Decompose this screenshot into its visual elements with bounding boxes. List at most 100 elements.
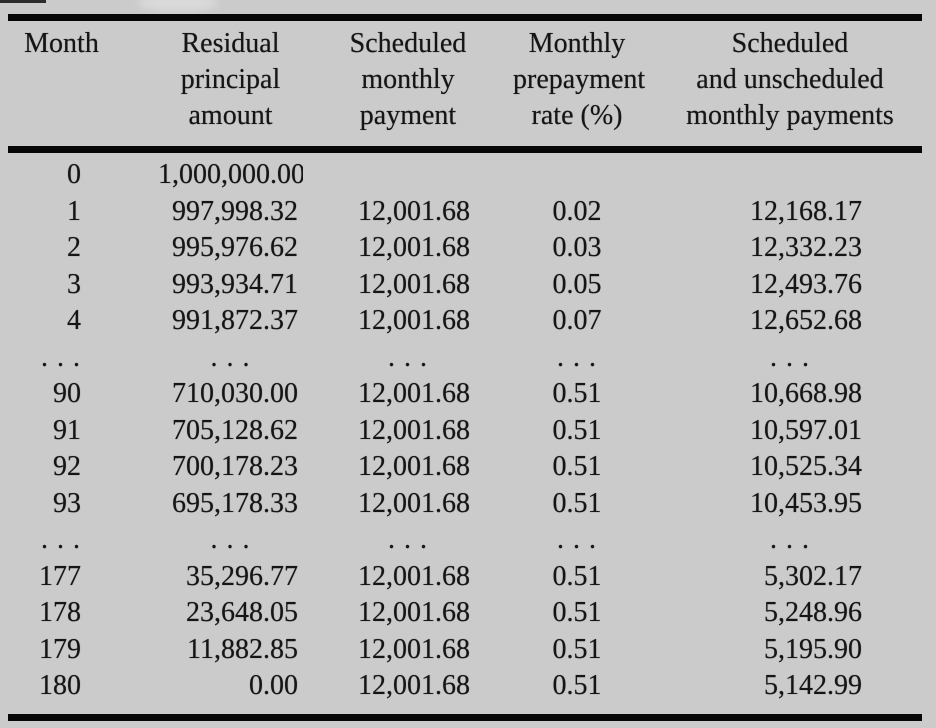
ellipsis-cell: . . .: [770, 524, 810, 556]
table-cell: 700,178.23: [172, 451, 298, 483]
table-cell: 0.03: [552, 232, 602, 264]
ellipsis-cell: . . .: [41, 524, 81, 556]
table-cell: 12,652.68: [750, 305, 862, 337]
table-header: Month Residual principal amount Schedule…: [8, 21, 922, 153]
table-row: 0 1,000,000.00: [8, 153, 922, 194]
table-cell: 0.51: [552, 451, 602, 483]
table-cell: 12,001.68: [358, 451, 470, 483]
table-cell: 5,302.17: [764, 560, 862, 592]
table-cell: 10,597.01: [750, 414, 862, 446]
column-header-scheduled-monthly-payment: Scheduled monthly payment: [349, 28, 467, 131]
table-row: 179 11,882.85 12,001.68 0.51 5,195.90: [8, 632, 922, 669]
table-cell: 695,178.33: [172, 487, 298, 519]
table-cell: 2: [67, 232, 81, 264]
scan-smudge-artifact: [138, 0, 218, 12]
table-row: 1 997,998.32 12,001.68 0.02 12,168.17: [8, 194, 922, 231]
table-cell: 12,001.68: [358, 487, 470, 519]
table-cell: 180: [39, 670, 81, 702]
ellipsis-cell: . . .: [388, 524, 428, 556]
ellipsis-cell: . . .: [210, 524, 251, 556]
table-cell: 12,332.23: [750, 232, 862, 264]
table-cell: 10,525.34: [750, 451, 862, 483]
column-header-residual-principal-amount: Residual principal amount: [180, 28, 281, 131]
table-cell: 11,882.85: [187, 633, 298, 665]
table-cell: 0.51: [552, 378, 602, 410]
ellipsis-cell: . . .: [557, 524, 597, 556]
ellipsis-cell: . . .: [388, 341, 428, 373]
table-row: 91 705,128.62 12,001.68 0.51 10,597.01: [8, 413, 922, 450]
table-cell: 705,128.62: [172, 414, 298, 446]
table-cell: 177: [39, 560, 81, 592]
table-cell: 178: [39, 597, 81, 629]
table-cell: [513, 153, 641, 194]
table-cell: 991,872.37: [172, 305, 298, 337]
table-cell: 0.51: [552, 633, 602, 665]
table-row: . . . . . . . . . . . . . . .: [8, 522, 922, 559]
table-cell: 12,001.68: [358, 560, 470, 592]
ellipsis-cell: . . .: [41, 341, 81, 373]
table-row: 177 35,296.77 12,001.68 0.51 5,302.17: [8, 559, 922, 596]
table-cell: 995,976.62: [172, 232, 298, 264]
column-header-monthly-prepayment-rate: Monthly prepayment rate (%): [513, 28, 646, 131]
amortization-table: Month Residual principal amount Schedule…: [8, 21, 922, 705]
table-cell: 12,001.68: [358, 232, 470, 264]
table-cell: 0.00: [249, 670, 298, 702]
table-cell: 997,998.32: [172, 195, 298, 227]
column-header-scheduled-and-unscheduled-monthly-payments: Scheduled and unscheduled monthly paymen…: [686, 28, 894, 131]
table-cell: 12,001.68: [358, 633, 470, 665]
table-cell: 12,001.68: [358, 414, 470, 446]
table-cell: [641, 153, 922, 194]
table-cell: 12,493.76: [750, 268, 862, 300]
table-cell: 90: [53, 378, 81, 410]
table-cell: 93: [53, 487, 81, 519]
table-cell: 4: [67, 305, 81, 337]
table-row: 4 991,872.37 12,001.68 0.07 12,652.68: [8, 303, 922, 340]
table-cell: 12,168.17: [750, 195, 862, 227]
table-cell: 0.07: [552, 305, 602, 337]
ellipsis-cell: . . .: [770, 341, 810, 373]
table-row: 2 995,976.62 12,001.68 0.03 12,332.23: [8, 230, 922, 267]
table-cell: 1,000,000.00: [158, 159, 303, 191]
table-cell: [303, 153, 513, 194]
table-cell: 35,296.77: [186, 560, 298, 592]
table-cell: 1: [67, 195, 81, 227]
table-row: 93 695,178.33 12,001.68 0.51 10,453.95: [8, 486, 922, 523]
table-cell: 0.51: [552, 670, 602, 702]
table-cell: 12,001.68: [358, 195, 470, 227]
table-cell: 5,195.90: [764, 633, 862, 665]
table-cell: 3: [67, 268, 81, 300]
table-cell: 0: [67, 159, 81, 191]
table-cell: 12,001.68: [358, 378, 470, 410]
header-separator-rule: [8, 146, 922, 153]
table-row: 180 0.00 12,001.68 0.51 5,142.99: [8, 668, 922, 705]
header-row: Month Residual principal amount Schedule…: [8, 21, 922, 153]
table-cell: 0.51: [552, 414, 602, 446]
table-row: 178 23,648.05 12,001.68 0.51 5,248.96: [8, 595, 922, 632]
table-cell: 92: [53, 451, 81, 483]
table-row: 3 993,934.71 12,001.68 0.05 12,493.76: [8, 267, 922, 304]
column-header-month: Month: [24, 28, 99, 59]
table-bottom-rule: [8, 714, 922, 721]
table-cell: 0.51: [552, 487, 602, 519]
table-cell: 91: [53, 414, 81, 446]
table-cell: 0.51: [552, 560, 602, 592]
table-row: 92 700,178.23 12,001.68 0.51 10,525.34: [8, 449, 922, 486]
table-cell: 12,001.68: [358, 305, 470, 337]
table-cell: 12,001.68: [358, 597, 470, 629]
table-top-rule: [8, 14, 922, 21]
table-cell: 0.51: [552, 597, 602, 629]
table-cell: 10,668.98: [750, 378, 862, 410]
table-cell: 12,001.68: [358, 670, 470, 702]
table-cell: 179: [39, 633, 81, 665]
table-cell: 0.05: [552, 268, 602, 300]
table-cell: 23,648.05: [186, 597, 298, 629]
table-cell: 993,934.71: [172, 268, 298, 300]
table-cell: 10,453.95: [750, 487, 862, 519]
table-row: . . . . . . . . . . . . . . .: [8, 340, 922, 377]
table-cell: 0.02: [552, 195, 602, 227]
scan-edge-artifact: [0, 0, 46, 3]
ellipsis-cell: . . .: [210, 341, 251, 373]
table-cell: 5,248.96: [764, 597, 862, 629]
table-row: 90 710,030.00 12,001.68 0.51 10,668.98: [8, 376, 922, 413]
